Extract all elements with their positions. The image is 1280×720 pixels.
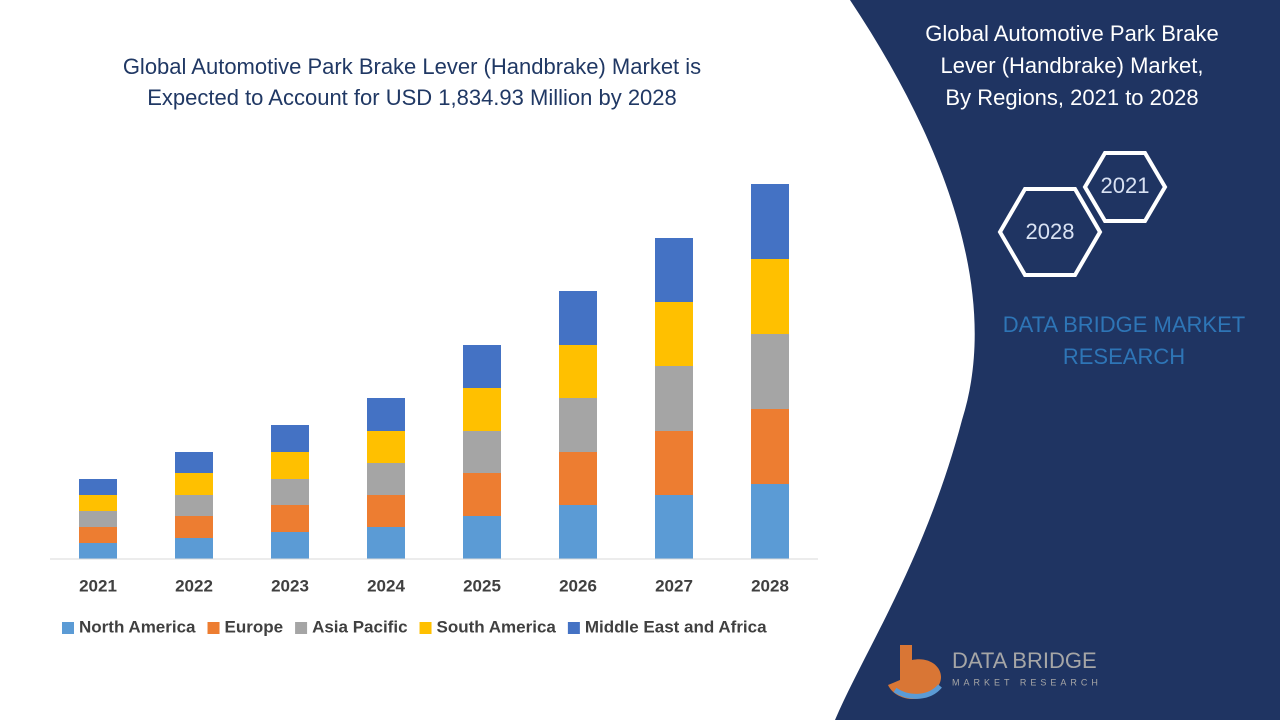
logo-mark [893, 684, 942, 699]
badge: 2028 [1026, 219, 1075, 244]
bar-segment [271, 425, 309, 452]
bar-segment [175, 473, 213, 495]
x-tick-label: 2028 [751, 576, 789, 595]
bar-segment [655, 238, 693, 302]
brand-text: DATA BRIDGE MARKET [1003, 312, 1245, 337]
bar-segment [463, 473, 501, 516]
bar-segment [367, 431, 405, 463]
logo-name: DATA BRIDGE [952, 648, 1097, 673]
bar-segment [175, 452, 213, 473]
legend-label: South America [437, 617, 557, 636]
bar-segment [175, 538, 213, 559]
logo-tagline: MARKET RESEARCH [952, 677, 1102, 687]
chart-title: Global Automotive Park Brake Lever (Hand… [123, 54, 701, 79]
bar-segment [751, 409, 789, 484]
bar-segment [655, 431, 693, 495]
legend-label: Asia Pacific [312, 617, 407, 636]
bar-segment [751, 184, 789, 259]
bar-segment [271, 505, 309, 532]
brand-text: RESEARCH [1063, 344, 1185, 369]
bar-segment [655, 366, 693, 431]
panel-title: By Regions, 2021 to 2028 [945, 85, 1198, 110]
bar-segment [751, 484, 789, 559]
logo-mark [888, 645, 942, 700]
bar-segment [79, 543, 117, 559]
x-tick-label: 2024 [367, 576, 405, 595]
bar-segment [751, 259, 789, 334]
legend-label: Middle East and Africa [585, 617, 767, 636]
panel-title: Lever (Handbrake) Market, [941, 53, 1204, 78]
bar-segment [367, 398, 405, 431]
bar-segment [559, 452, 597, 505]
bar-segment [79, 527, 117, 543]
bar-segment [79, 479, 117, 495]
hexagon [997, 187, 1103, 277]
bar-segment [463, 516, 501, 559]
bar-segment [559, 291, 597, 345]
legend-swatch [295, 622, 308, 634]
bar-segment [367, 463, 405, 495]
legend-swatch [62, 622, 74, 634]
legend-swatch [207, 622, 220, 634]
bar-segment [271, 532, 309, 559]
bar-segment [655, 495, 693, 559]
x-tick-label: 2022 [175, 576, 213, 595]
x-tick-label: 2025 [463, 576, 501, 595]
chart-title: Expected to Account for USD 1,834.93 Mil… [147, 85, 677, 110]
bar-segment [655, 302, 693, 366]
bar-segment [271, 479, 309, 505]
bar-segment [79, 511, 117, 527]
bar-segment [463, 388, 501, 431]
bar-segment [175, 516, 213, 538]
bar-segment [79, 495, 117, 511]
side-panel [835, 0, 1280, 720]
panel-title: Global Automotive Park Brake [925, 21, 1218, 46]
legend-label: Europe [225, 617, 284, 636]
x-tick-label: 2023 [271, 576, 309, 595]
legend-label: North America [79, 617, 196, 636]
x-tick-label: 2026 [559, 576, 597, 595]
x-tick-label: 2027 [655, 576, 693, 595]
bar-segment [559, 505, 597, 559]
bar-segment [367, 527, 405, 559]
x-tick-label: 2021 [79, 576, 117, 595]
bar-segment [175, 495, 213, 516]
hexagon [1082, 151, 1168, 223]
bar-segment [271, 452, 309, 479]
bar-segment [463, 431, 501, 473]
bar-segment [559, 398, 597, 452]
bar-segment [559, 345, 597, 398]
bar-segment [751, 334, 789, 409]
legend-swatch [419, 622, 432, 634]
badge: 2021 [1101, 173, 1150, 198]
bar-segment [463, 345, 501, 388]
legend-swatch [567, 622, 580, 634]
bar-segment [367, 495, 405, 527]
legend: North America Europe Asia Pacific South Ame… [62, 617, 767, 636]
